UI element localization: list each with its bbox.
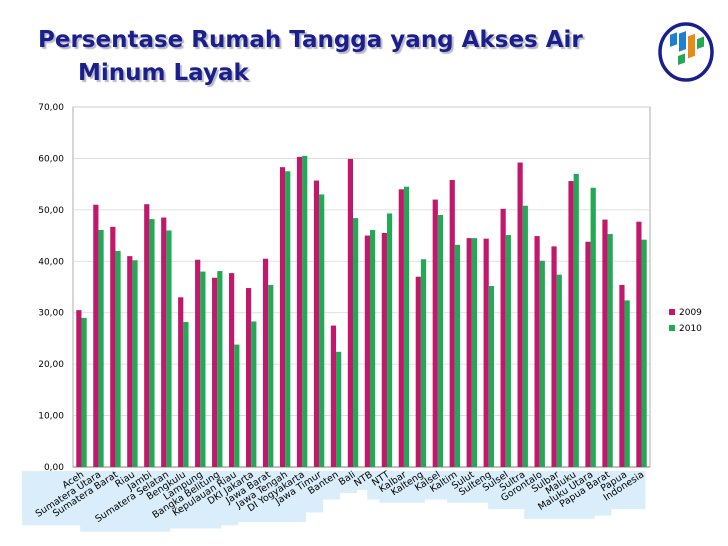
slide-title: Persentase Rumah Tangga yang Akses Air M… <box>38 24 648 90</box>
bar-2009 <box>195 259 201 467</box>
y-tick-label: 30,00 <box>38 309 64 319</box>
bar-2010 <box>573 173 579 467</box>
bar-2010 <box>590 187 596 467</box>
bar-2010 <box>505 235 511 467</box>
bar-2010 <box>217 271 223 467</box>
bar-2010 <box>183 321 189 467</box>
logo-icon <box>658 22 714 82</box>
y-axis: 0,00 10,00 20,00 30,00 40,00 50,00 60,00 70,00 <box>38 103 64 473</box>
bar-2009 <box>398 189 404 468</box>
bar-2010 <box>132 260 138 467</box>
bar-2010 <box>234 344 240 467</box>
bar-2010 <box>115 251 121 467</box>
bar-2010 <box>251 321 257 467</box>
bar-2009 <box>483 238 489 467</box>
legend-swatch-2010 <box>669 325 675 331</box>
bar-2009 <box>517 162 523 468</box>
bar-2009 <box>313 180 320 468</box>
y-tick-label: 0,00 <box>44 463 64 473</box>
bar-2010 <box>200 271 206 467</box>
bar-2009 <box>262 258 269 467</box>
bar-2009 <box>500 208 506 468</box>
y-tick-label: 10,00 <box>38 412 64 422</box>
bar-2010 <box>454 244 461 467</box>
bar-2010 <box>556 274 562 467</box>
legend: 2009 2010 <box>669 308 702 334</box>
bar-2010 <box>403 186 410 467</box>
bar-2010 <box>386 213 393 467</box>
bar-2009 <box>568 181 574 468</box>
plot-area <box>72 106 651 468</box>
bar-2009 <box>585 241 591 467</box>
legend-label-2009: 2009 <box>679 308 702 318</box>
bar-2010 <box>353 218 359 467</box>
bar-2010 <box>336 351 342 467</box>
bar-2009 <box>636 221 642 467</box>
bar-2009 <box>161 217 167 467</box>
legend-label-2010: 2010 <box>679 324 702 334</box>
y-tick-label: 50,00 <box>38 206 64 216</box>
bar-2009 <box>76 310 82 467</box>
slide-title-line2: Minum Layak <box>78 60 249 86</box>
bar-2009 <box>245 288 252 467</box>
bar-2009 <box>279 167 286 467</box>
bar-2009 <box>212 277 218 467</box>
category-label-strips <box>22 471 646 532</box>
bar-2009 <box>127 256 133 467</box>
bar-2010 <box>268 284 274 467</box>
bar-2009 <box>534 236 540 467</box>
bar-2009 <box>110 226 116 467</box>
bar-2010 <box>166 230 172 467</box>
bar-2009 <box>432 199 438 468</box>
y-tick-label: 40,00 <box>38 257 64 267</box>
y-tick-label: 20,00 <box>38 360 64 370</box>
category-label-strip <box>589 471 646 510</box>
y-tick-label: 60,00 <box>38 154 64 164</box>
bar-2009 <box>449 180 455 467</box>
bar-2009 <box>229 273 235 467</box>
bar-2010 <box>285 171 291 468</box>
bar-2010 <box>488 285 494 467</box>
bar-2009 <box>551 246 557 467</box>
bar-2010 <box>98 229 104 467</box>
bar-2010 <box>624 300 630 467</box>
bar-2010 <box>420 259 427 467</box>
bar-2010 <box>437 215 444 467</box>
bar-2010 <box>607 234 613 467</box>
bar-2009 <box>93 204 99 467</box>
bar-2009 <box>330 325 337 467</box>
slide-title-line1: Persentase Rumah Tangga yang Akses Air <box>38 27 583 53</box>
bar-2009 <box>347 158 354 467</box>
bar-2010 <box>641 239 647 467</box>
bar-2009 <box>466 238 472 467</box>
bar-2010 <box>539 260 545 467</box>
bar-2010 <box>149 219 155 467</box>
bar-2009 <box>619 284 625 467</box>
bar-2010 <box>471 238 478 467</box>
legend-swatch-2009 <box>669 309 675 315</box>
bar-2010 <box>81 317 87 467</box>
bar-2009 <box>178 297 184 467</box>
y-tick-label: 70,00 <box>38 103 64 113</box>
bar-2010 <box>319 194 325 467</box>
bars <box>76 155 647 468</box>
bar-2010 <box>302 155 308 467</box>
bar-2009 <box>602 219 608 467</box>
bar-2010 <box>369 229 376 467</box>
bar-2009 <box>381 233 387 467</box>
bar-2009 <box>296 156 303 467</box>
bar-2009 <box>415 276 421 467</box>
bar-2010 <box>522 205 528 467</box>
bar-2009 <box>364 235 370 467</box>
bar-2009 <box>144 204 150 467</box>
